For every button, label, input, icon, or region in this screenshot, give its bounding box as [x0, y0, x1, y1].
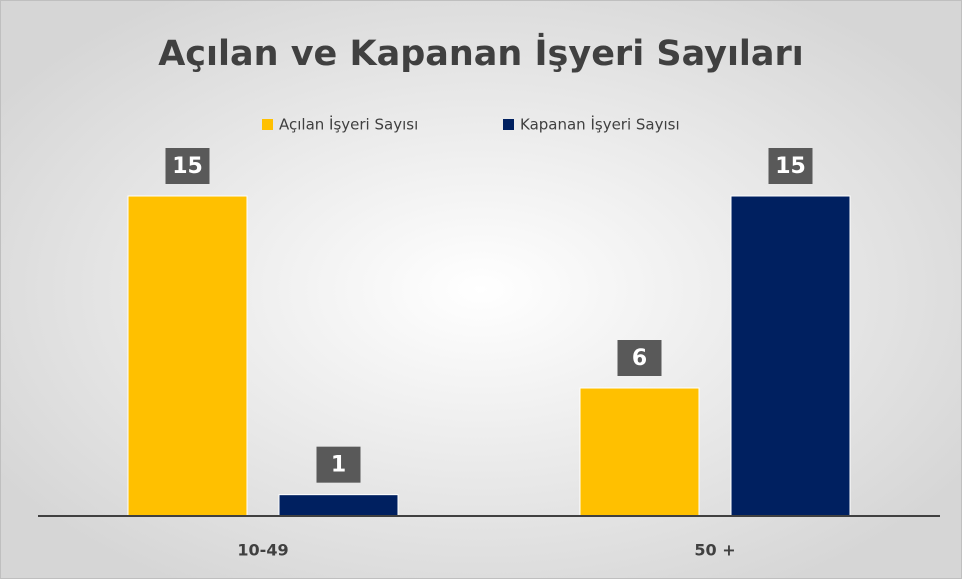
bar: [730, 195, 851, 517]
bar: [579, 387, 700, 517]
data-label: 15: [775, 154, 806, 179]
data-label: 6: [632, 346, 647, 371]
legend-swatch: [503, 119, 514, 130]
legend-label: Kapanan İşyeri Sayısı: [520, 115, 680, 134]
bar: [278, 494, 399, 517]
x-tick-label: 10-49: [237, 541, 288, 560]
bar: [127, 195, 248, 517]
data-label-box: [165, 148, 210, 184]
legend-label: Açılan İşyeri Sayısı: [279, 115, 418, 134]
chart-title: Açılan ve Kapanan İşyeri Sayıları: [158, 32, 804, 74]
data-label-box: [316, 446, 361, 483]
data-label: 1: [331, 453, 346, 478]
data-label-box: [617, 340, 662, 376]
legend-swatch: [262, 119, 273, 130]
data-label: 15: [172, 154, 203, 179]
data-label-box: [768, 148, 813, 184]
x-tick-label: 50 +: [694, 541, 735, 560]
